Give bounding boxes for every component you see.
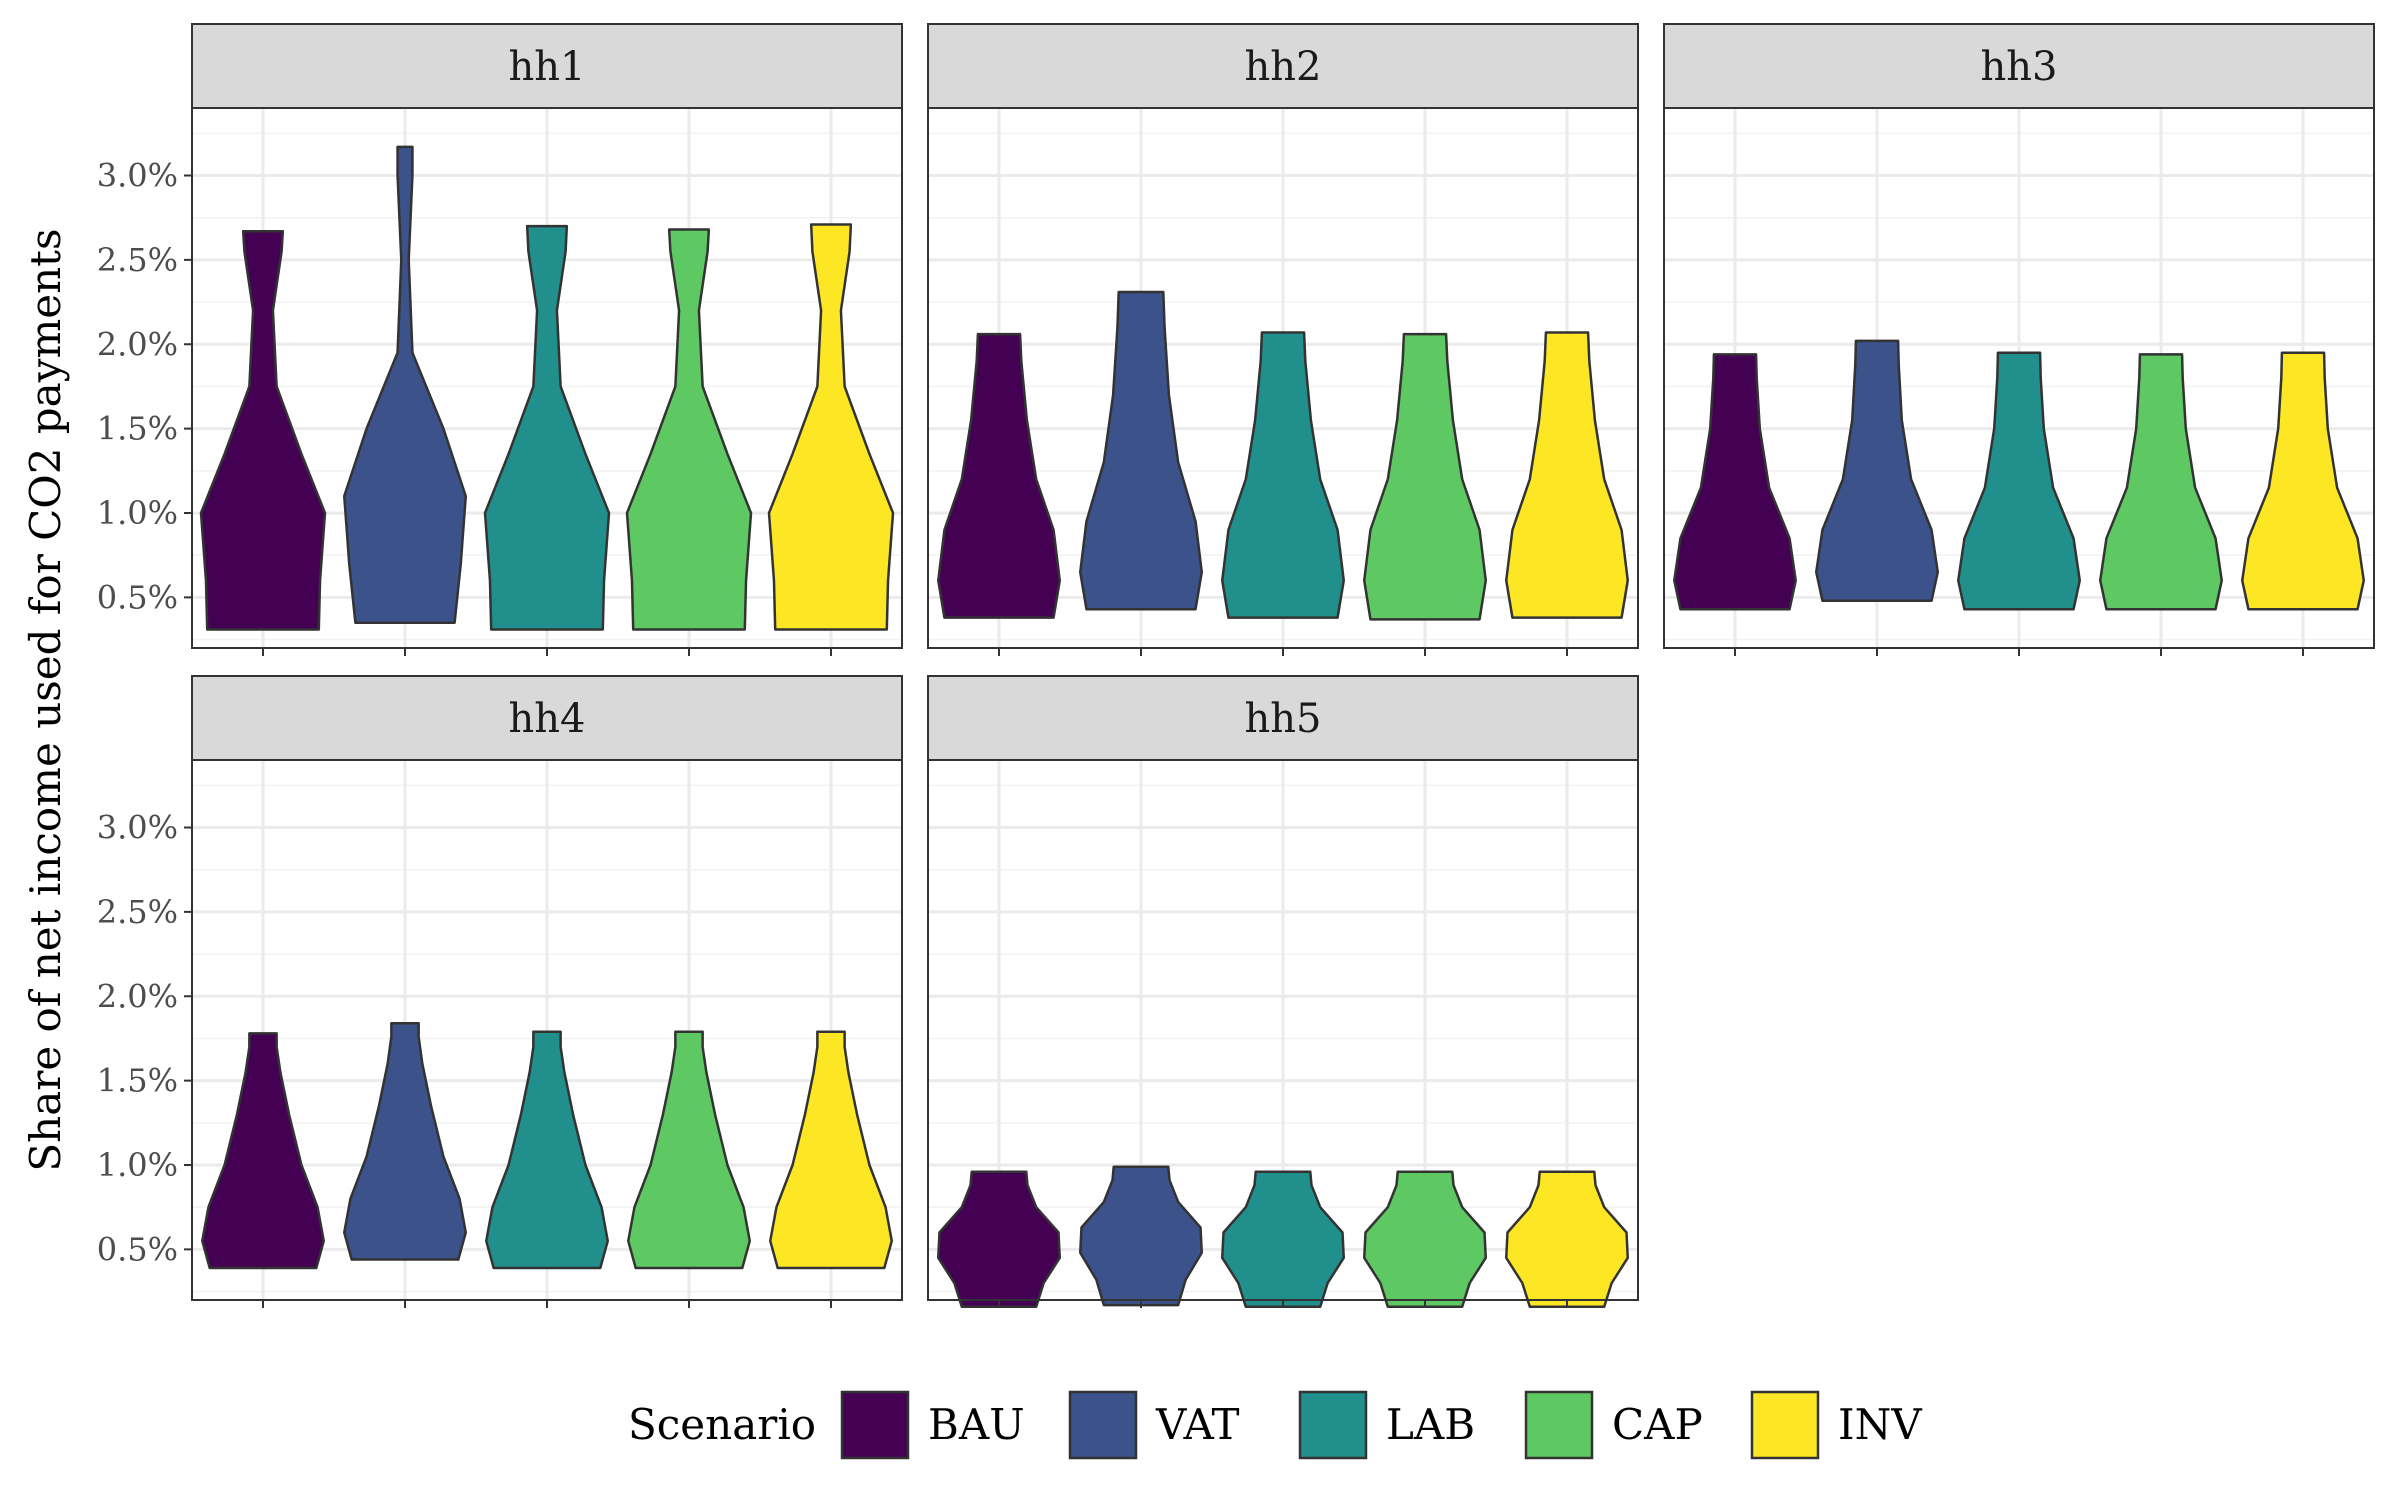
y-tick-label: 0.5% bbox=[97, 578, 178, 616]
violin-bau bbox=[936, 332, 1062, 619]
legend-label-vat: VAT bbox=[1155, 1400, 1240, 1449]
violin-vat bbox=[1078, 1165, 1204, 1307]
y-tick-label: 2.0% bbox=[97, 977, 178, 1015]
panel-strip bbox=[191, 23, 903, 109]
violin-inv bbox=[2240, 351, 2366, 611]
violin-vat bbox=[342, 145, 468, 624]
panel-title: hh1 bbox=[509, 44, 586, 90]
y-tick-label: 1.0% bbox=[97, 494, 178, 532]
y-tick-label: 2.5% bbox=[97, 241, 178, 279]
y-tick-label: 0.5% bbox=[97, 1230, 178, 1268]
violin-cap bbox=[1362, 332, 1488, 621]
y-tick-label: 3.0% bbox=[97, 809, 178, 847]
violin-lab bbox=[1956, 351, 2082, 611]
violin-vat bbox=[342, 1022, 468, 1261]
violin-inv bbox=[1504, 331, 1630, 619]
panel-title: hh3 bbox=[1981, 44, 2058, 90]
violin-vat bbox=[1814, 339, 1940, 602]
legend-label-cap: CAP bbox=[1612, 1400, 1703, 1449]
panel-strip bbox=[927, 675, 1639, 761]
violin-lab bbox=[1220, 331, 1346, 619]
violin-bau bbox=[200, 1032, 326, 1270]
legend-swatch-inv bbox=[1750, 1390, 1820, 1460]
legend-label-bau: BAU bbox=[928, 1400, 1025, 1449]
panel-title: hh4 bbox=[509, 696, 586, 742]
panel-strip bbox=[1663, 23, 2375, 109]
legend-swatch-bau bbox=[840, 1390, 910, 1460]
y-axis-title: Share of net income used for CO2 payment… bbox=[21, 228, 70, 1171]
legend-swatch-vat bbox=[1068, 1390, 1138, 1460]
violin-lab bbox=[1220, 1170, 1346, 1308]
legend-title: Scenario bbox=[628, 1400, 816, 1449]
violin-bau bbox=[199, 229, 327, 631]
legend-swatch-cap bbox=[1524, 1390, 1594, 1460]
y-tick-label: 1.0% bbox=[97, 1146, 178, 1184]
y-tick-label: 1.5% bbox=[97, 1062, 178, 1100]
violin-inv bbox=[768, 1030, 894, 1270]
violin-bau bbox=[936, 1170, 1062, 1308]
legend-label-lab: LAB bbox=[1386, 1400, 1475, 1449]
violin-cap bbox=[625, 228, 753, 631]
panel-title: hh5 bbox=[1245, 696, 1322, 742]
violin-bau bbox=[1672, 353, 1798, 611]
violin-cap bbox=[2098, 353, 2224, 611]
y-tick-label: 2.5% bbox=[97, 893, 178, 931]
violin-inv bbox=[767, 223, 895, 631]
violin-lab bbox=[483, 224, 611, 631]
violin-cap bbox=[626, 1030, 752, 1270]
panel-title: hh2 bbox=[1245, 44, 1322, 90]
legend-label-inv: INV bbox=[1838, 1400, 1922, 1449]
violin-vat bbox=[1078, 290, 1204, 611]
y-tick-label: 1.5% bbox=[97, 410, 178, 448]
legend-swatch-lab bbox=[1298, 1390, 1368, 1460]
violin-inv bbox=[1504, 1170, 1630, 1308]
y-tick-label: 2.0% bbox=[97, 325, 178, 363]
panel-strip bbox=[927, 23, 1639, 109]
violin-cap bbox=[1362, 1170, 1488, 1308]
y-tick-label: 3.0% bbox=[97, 157, 178, 195]
violin-lab bbox=[484, 1030, 610, 1270]
panel-strip bbox=[191, 675, 903, 761]
